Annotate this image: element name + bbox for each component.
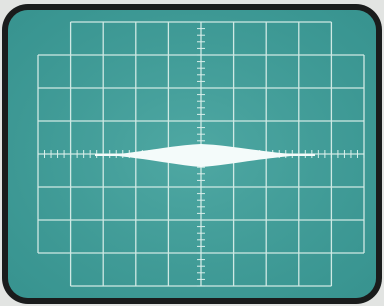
oscilloscope bbox=[0, 0, 384, 306]
page: (() => { const data = JSON.parse(documen… bbox=[0, 0, 384, 306]
